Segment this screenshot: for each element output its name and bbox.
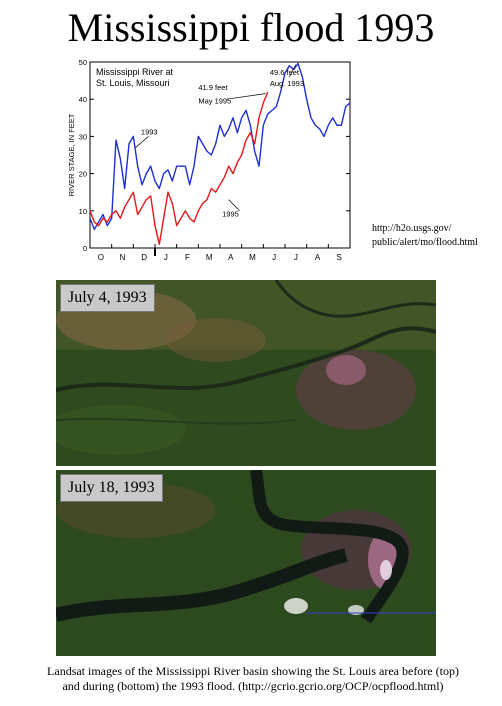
chart-subtitle: St. Louis, Missouri [96,78,170,88]
x-tick-label: J [272,253,276,262]
source-url-line-1[interactable]: http://h2o.usgs.gov/ [372,223,452,234]
x-tick-label: A [228,253,234,262]
source-url-note: http://h2o.usgs.gov/ public/alert/mo/flo… [372,222,500,250]
chart-svg: RIVER STAGE, IN FEET Mississippi River a… [67,58,351,262]
chart-annotation: 41.9 feet [198,83,228,92]
chart-title: Mississippi River at [96,67,174,77]
caption-line-1: Landsat images of the Mississippi River … [47,664,459,678]
river-stage-chart: RIVER STAGE, IN FEET Mississippi River a… [62,58,356,268]
chart-annotation: 1993 [141,128,158,137]
figure-caption: Landsat images of the Mississippi River … [10,664,496,694]
chart-annotation: 1995 [222,209,239,218]
landsat-image-before: July 4, 1993 [56,280,436,466]
x-tick-label: M [249,253,256,262]
y-tick-label: 30 [79,132,87,141]
x-tick-label: J [164,253,168,262]
x-tick-label: N [120,253,126,262]
x-tick-label: M [206,253,213,262]
x-tick-label: D [141,253,147,262]
series-line-1995 [89,91,269,245]
source-url-line-2[interactable]: public/alert/mo/flood.html [372,237,478,248]
x-tick-label: F [185,253,190,262]
x-tick-label: S [336,253,341,262]
annotation-pointer-may [226,93,266,100]
annotation-pointer-aug [289,64,297,78]
y-tick-label: 40 [79,95,87,104]
x-tick-label: A [315,253,321,262]
plot-frame [89,61,351,249]
annotation-pointer-1993 [135,136,149,148]
y-tick-label: 0 [83,244,87,253]
x-tick-label: J [294,253,298,262]
x-tick-label: O [98,253,104,262]
chart-annotation: Aug. 1993 [270,79,304,88]
chart-annotation: 49.6 feet [270,68,300,77]
y-tick-label: 10 [79,207,87,216]
y-axis-label: RIVER STAGE, IN FEET [67,113,76,196]
annotation-pointer-1995 [228,199,240,212]
caption-line-2: and during (bottom) the 1993 flood. (htt… [62,679,444,693]
image-label-before: July 4, 1993 [60,284,155,312]
page-title: Mississippi flood 1993 [67,5,435,50]
chart-annotation: May 1995 [198,97,231,106]
y-tick-label: 20 [79,170,87,179]
landsat-image-during: July 18, 1993 [56,470,436,656]
y-tick-label: 50 [79,58,87,67]
series-line-1993 [89,62,351,231]
image-label-during: July 18, 1993 [60,474,163,502]
